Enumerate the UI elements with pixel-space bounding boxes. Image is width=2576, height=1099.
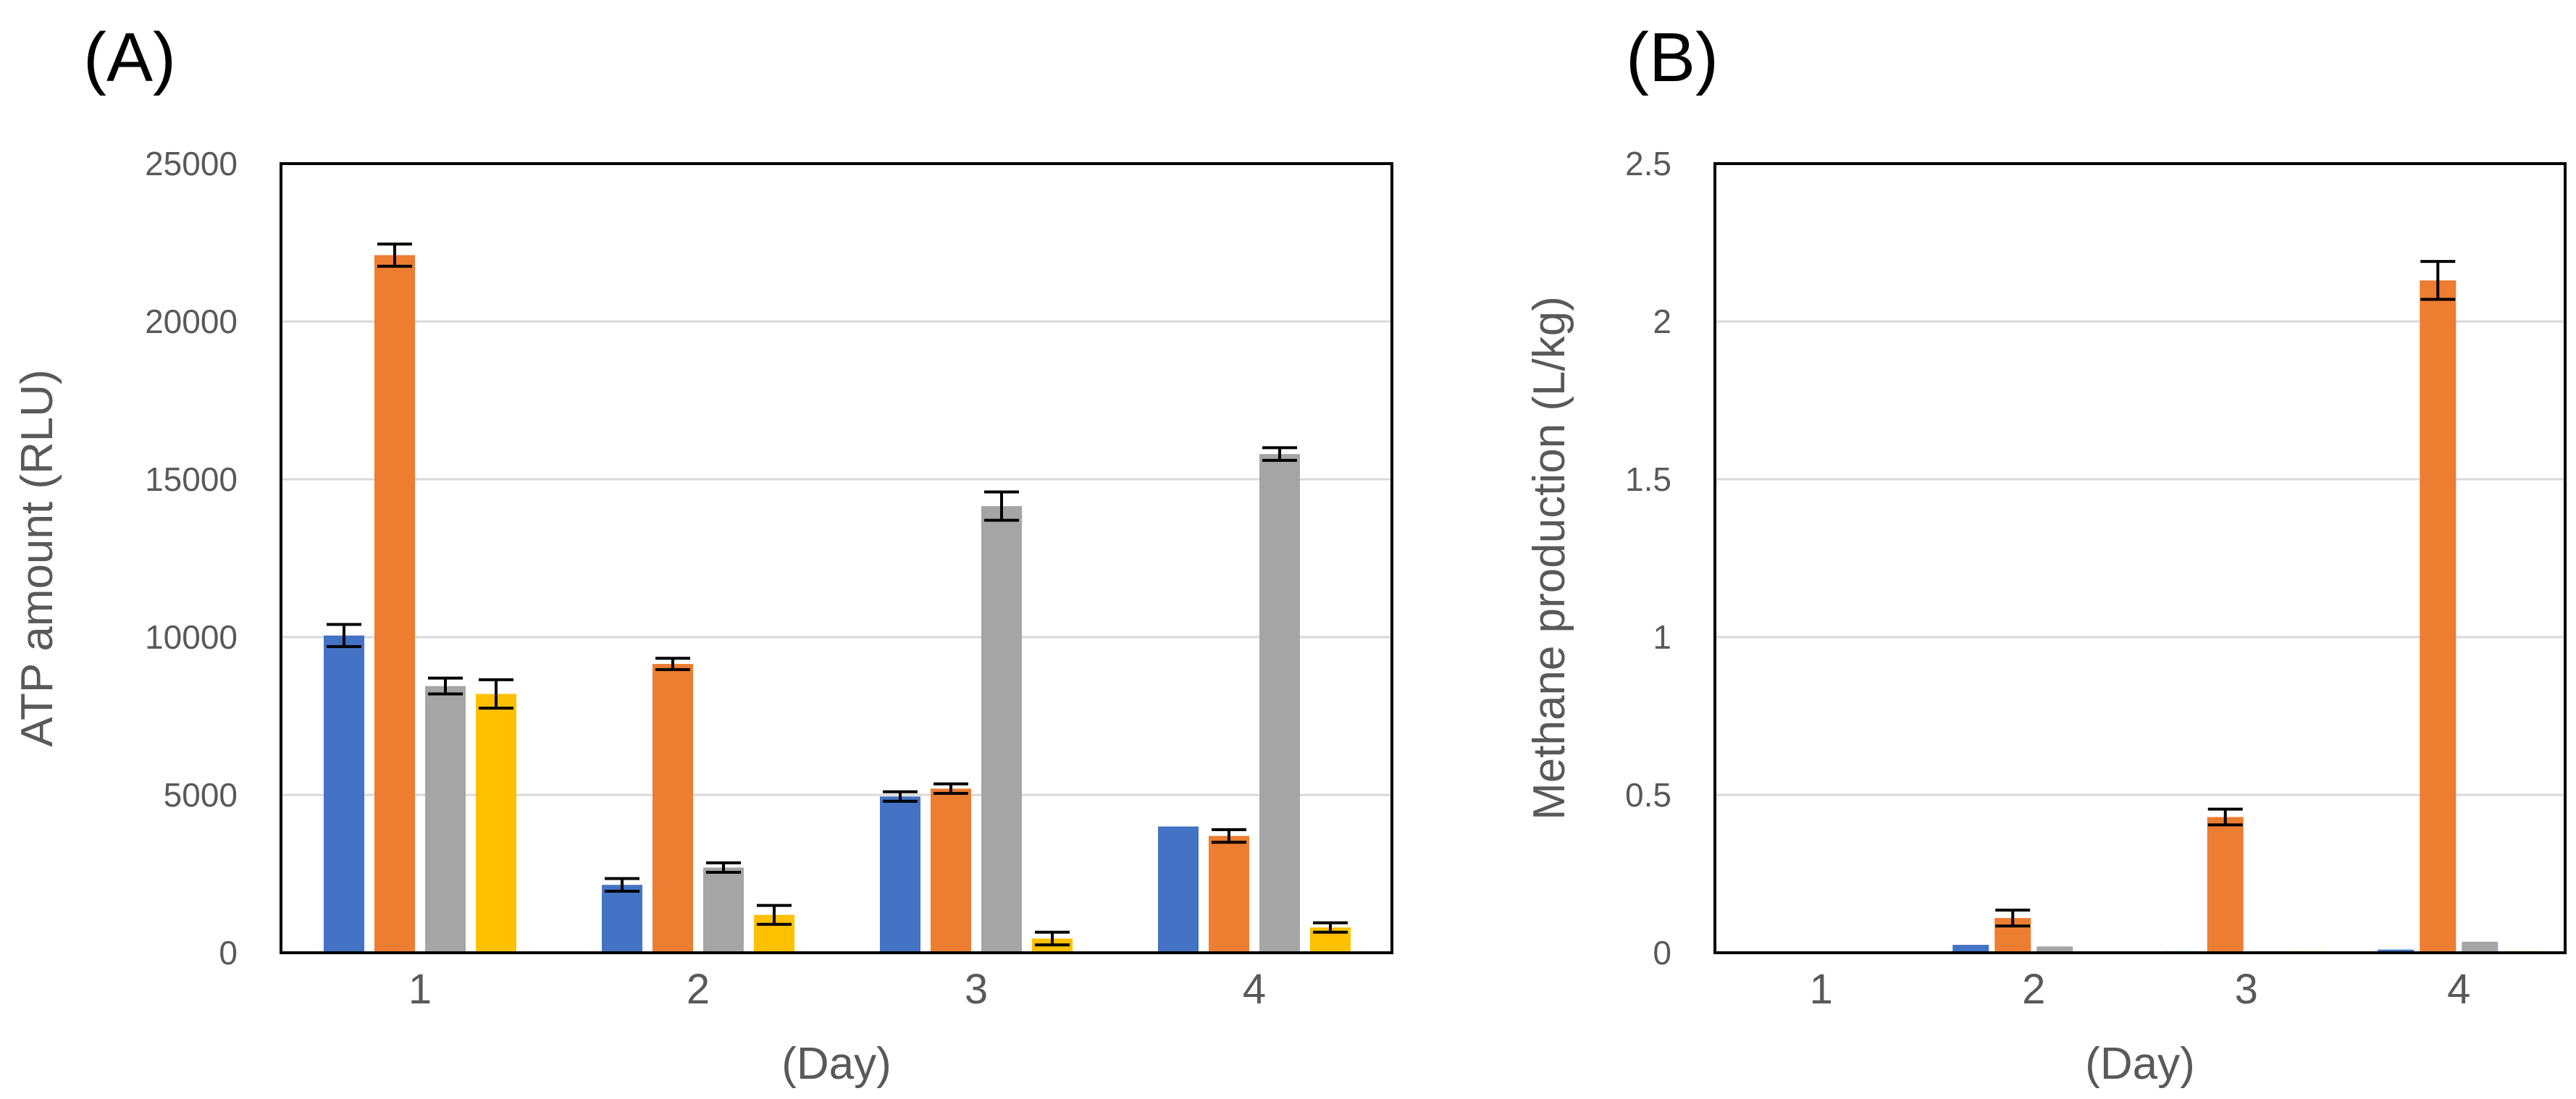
panel-a-label: (A): [83, 19, 176, 96]
error-bar: [655, 657, 690, 671]
x-tick-label: 2: [687, 966, 710, 1013]
error-bar: [1313, 921, 1348, 934]
y-tick-label: 0: [1653, 934, 1671, 972]
panel-b-x-ticks: 1 2 3 4: [1810, 966, 2471, 1013]
y-tick-label: 2: [1653, 303, 1671, 340]
bar: [425, 686, 466, 953]
error-bar: [757, 904, 792, 926]
y-tick-label: 0: [219, 934, 238, 972]
y-tick-label: 2.5: [1625, 145, 1671, 182]
panel-a-x-ticks: 1 2 3 4: [408, 966, 1266, 1013]
x-tick-label: 3: [965, 966, 988, 1013]
bar: [1952, 945, 1989, 953]
panel-b-y-ticks: 0 0.5 1 1.5 2 2.5: [1625, 145, 1671, 972]
y-tick-label: 15000: [145, 460, 238, 498]
panel-a-bars: [324, 255, 1351, 953]
error-bar: [706, 861, 741, 874]
panel-a-y-axis-title: ATP amount (RLU): [12, 369, 62, 746]
bar: [2378, 949, 2415, 953]
y-tick-label: 1.5: [1625, 460, 1671, 498]
bar: [1259, 454, 1300, 953]
bar: [324, 635, 364, 953]
error-bar: [1995, 909, 2031, 927]
bar: [880, 796, 920, 953]
panel-a-x-axis-title: (Day): [781, 1039, 891, 1089]
panel-b-bars: [1952, 280, 2541, 953]
bar: [374, 255, 415, 953]
error-bar: [605, 877, 639, 893]
error-bar: [377, 243, 412, 268]
error-bar: [327, 623, 361, 649]
panel-b-methane-chart: (B) 0 0.5 1 1.5 2 2.5 1 2 3 4 (Day) Methane prod…: [1524, 19, 2567, 1089]
panel-a-y-ticks: 0 5000 10000 15000 20000 25000: [145, 145, 238, 972]
y-tick-label: 1: [1653, 618, 1671, 656]
x-tick-label: 4: [1243, 966, 1266, 1013]
bar: [602, 885, 642, 953]
y-tick-label: 0.5: [1625, 776, 1671, 814]
x-tick-label: 4: [2447, 966, 2470, 1013]
x-tick-label: 2: [2022, 966, 2045, 1013]
error-bar: [1035, 930, 1070, 947]
bar: [2207, 817, 2244, 953]
error-bar: [984, 490, 1019, 522]
panel-b-plot-frame: [1713, 162, 2567, 954]
panel-a-plot-frame: [280, 162, 1393, 954]
error-bar: [428, 676, 463, 696]
bar: [981, 506, 1022, 953]
bar: [1209, 835, 1249, 953]
panel-a-atp-chart: (A) 0 5000 10000 15000 20000 25000 1 2 3 4 (Day)…: [12, 19, 1393, 1089]
x-tick-label: 1: [408, 966, 432, 1013]
y-tick-label: 5000: [164, 776, 238, 814]
panel-a-error-bars: [327, 243, 1348, 947]
panel-b-x-axis-title: (Day): [2085, 1039, 2195, 1089]
error-bar: [2207, 807, 2243, 827]
error-bar: [1262, 446, 1297, 462]
y-tick-label: 20000: [145, 303, 238, 340]
y-tick-label: 10000: [145, 618, 238, 656]
bar: [2036, 946, 2073, 953]
x-tick-label: 1: [1810, 966, 1833, 1013]
bar: [1158, 826, 1199, 953]
error-bar: [2420, 260, 2456, 301]
error-bar: [883, 790, 918, 803]
bar: [2462, 941, 2499, 953]
bar: [703, 867, 744, 953]
panel-b-label: (B): [1626, 19, 1719, 96]
error-bar: [479, 678, 513, 710]
x-tick-label: 3: [2235, 966, 2258, 1013]
bar: [476, 694, 516, 953]
y-tick-label: 25000: [145, 145, 238, 182]
bar: [931, 788, 971, 953]
panel-b-y-axis-title: Methane production (L/kg): [1524, 296, 1574, 820]
bar: [2420, 280, 2457, 953]
panel-b-error-bars: [1995, 260, 2456, 927]
error-bar: [1212, 828, 1246, 844]
bar: [653, 664, 693, 953]
error-bar: [934, 782, 968, 795]
